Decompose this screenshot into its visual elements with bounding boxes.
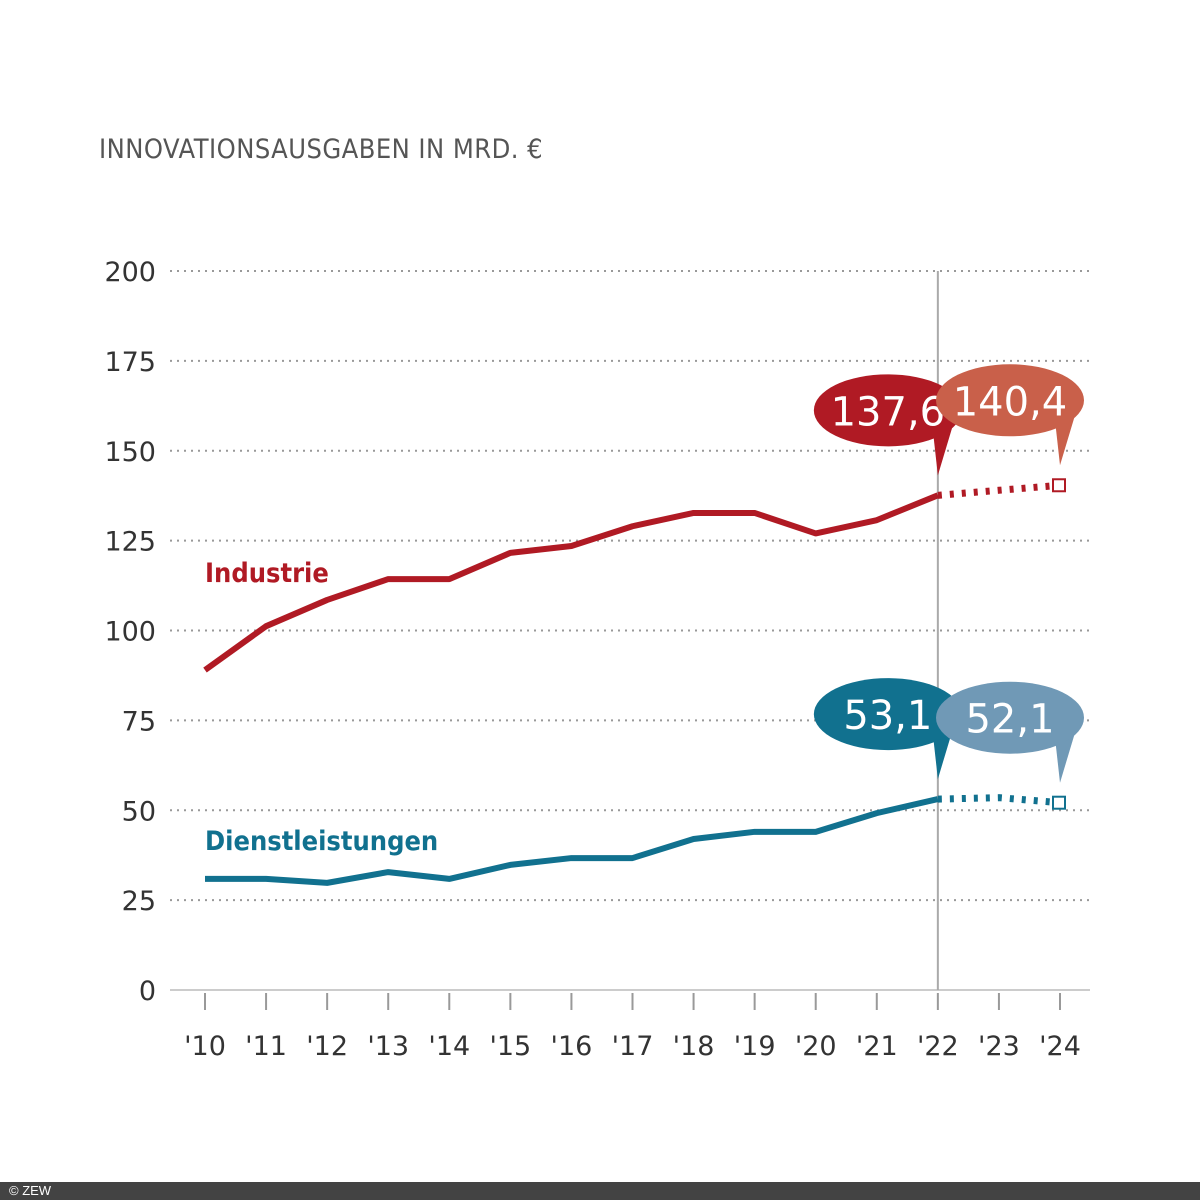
forecast-end-marker [1052, 478, 1066, 493]
callout-bubble [813, 678, 962, 751]
y-tick-label: 75 [122, 706, 156, 737]
forecast-line-dienstleistungen [937, 794, 1061, 807]
x-tick-label: '17 [612, 1031, 654, 1062]
x-tick-label: '10 [184, 1031, 226, 1062]
x-tick-label: '13 [367, 1031, 409, 1062]
x-tick-label: '19 [734, 1031, 776, 1062]
y-tick-label: 50 [122, 796, 156, 827]
callout-value: 52,1 [965, 697, 1054, 743]
forecast-end-marker [1052, 795, 1066, 810]
y-tick-label: 175 [104, 347, 156, 378]
x-tick-label: '15 [489, 1031, 531, 1062]
series-line-dienstleistungen [205, 796, 939, 886]
series-line-industrie [203, 492, 939, 673]
x-tick-label: '24 [1039, 1031, 1081, 1062]
callout-value: 137,6 [831, 389, 946, 435]
y-tick-label: 0 [139, 976, 156, 1007]
series-label: Industrie [205, 558, 329, 590]
x-tick-label: '21 [856, 1031, 898, 1062]
chart-title: INNOVATIONSAUSGABEN IN MRD. € [99, 134, 544, 165]
y-tick-label: 150 [104, 437, 156, 468]
forecast-line-industrie [937, 481, 1061, 499]
x-tick-label: '14 [428, 1031, 470, 1062]
y-tick-label: 100 [104, 617, 156, 648]
x-tick-label: '22 [917, 1031, 959, 1062]
copyright: © ZEW [9, 1183, 52, 1198]
x-tick-label: '23 [978, 1031, 1020, 1062]
callout-value: 53,1 [843, 693, 932, 739]
y-tick-label: 125 [104, 527, 156, 558]
callout-bubble [936, 681, 1084, 754]
x-tick-label: '20 [795, 1031, 837, 1062]
y-tick-label: 25 [122, 886, 156, 917]
callout-value: 140,4 [953, 379, 1068, 425]
callout-bubble [936, 364, 1084, 437]
x-tick-label: '11 [245, 1031, 287, 1062]
x-tick-label: '16 [551, 1031, 593, 1062]
footer: © ZEW [0, 1182, 1200, 1200]
x-tick-label: '12 [306, 1031, 348, 1062]
series-label: Dienstleistungen [205, 826, 438, 858]
x-tick-label: '18 [673, 1031, 715, 1062]
callout-bubble [813, 374, 962, 447]
y-tick-label: 200 [104, 257, 156, 288]
